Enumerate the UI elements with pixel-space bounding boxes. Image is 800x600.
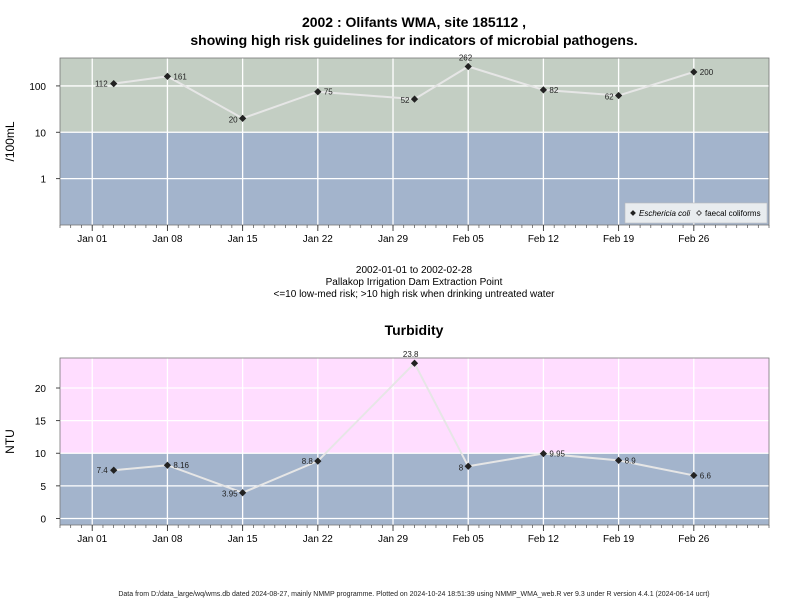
bottom-y-tick-label: 5 <box>40 482 46 493</box>
bottom-data-label: 23.8 <box>403 350 419 359</box>
bottom-low-risk-band <box>60 453 769 525</box>
footer-source-text: Data from D:/data_large/wq/wms.db dated … <box>118 591 709 598</box>
top-chart-title-line1: 2002 : Olifants WMA, site 185112 , <box>302 14 526 30</box>
top-legend-box <box>624 202 768 224</box>
top-y-tick-label: 1 <box>40 175 46 186</box>
top-legend-marker <box>696 210 702 216</box>
bottom-x-tick-label: Jan 01 <box>77 534 107 545</box>
top-x-tick-label: Jan 08 <box>152 234 182 245</box>
top-x-tick-label: Feb 26 <box>678 234 710 245</box>
bottom-data-label: 8.16 <box>173 461 189 470</box>
bottom-y-tick-label: 0 <box>40 514 46 525</box>
bottom-y-tick-label: 20 <box>35 384 47 395</box>
bottom-data-point <box>539 449 548 458</box>
top-data-point <box>614 91 623 100</box>
bottom-data-point <box>410 359 419 367</box>
bottom-data-label: 8 <box>459 463 464 472</box>
bottom-data-point <box>690 471 698 480</box>
top-data-label: 82 <box>549 86 558 95</box>
top-data-point <box>314 88 322 96</box>
top-data-label: 52 <box>401 96 410 105</box>
top-data-point <box>539 86 548 94</box>
top-data-label: 112 <box>95 80 108 89</box>
bottom-x-tick-label: Jan 29 <box>378 534 408 545</box>
top-chart-plot: Jan 01 Jan 08 Jan 15 Jan 22 Jan 29 Feb 05 Feb … <box>3 54 770 245</box>
top-data-label: 75 <box>324 88 333 97</box>
bottom-data-label: 8.9 <box>625 456 637 465</box>
top-data-label: 20 <box>229 115 238 124</box>
bottom-x-tick-label: Feb 05 <box>453 534 485 545</box>
bottom-data-point <box>163 461 172 469</box>
top-data-label: 161 <box>173 72 187 81</box>
top-data-label: 62 <box>605 93 614 102</box>
top-y-tick-label: 100 <box>29 82 46 93</box>
bottom-x-tick-label: Feb 19 <box>603 534 635 545</box>
bottom-data-point <box>614 456 623 465</box>
bottom-chart-title: Turbidity <box>385 322 444 338</box>
top-data-label: 262 <box>459 54 473 63</box>
bottom-data-point <box>110 466 118 474</box>
bottom-x-tick-label: Feb 26 <box>678 534 710 545</box>
bottom-x-tick-label: Jan 22 <box>303 534 333 545</box>
top-legend-label: Eschericia coli <box>639 209 690 218</box>
top-data-point <box>464 62 472 71</box>
top-legend-label: faecal coliforms <box>705 209 761 218</box>
top-x-tick-label: Feb 12 <box>528 234 560 245</box>
top-data-label: 200 <box>700 68 714 77</box>
bottom-data-label: 8.8 <box>302 457 314 466</box>
top-high-risk-band <box>60 58 769 133</box>
top-chart-title-line2: showing high risk guidelines for indicat… <box>190 32 637 48</box>
bottom-data-label: 7.4 <box>97 466 109 475</box>
bottom-y-tick-label: 15 <box>35 417 47 428</box>
bottom-high-risk-band <box>60 358 769 454</box>
bottom-y-axis-label: NTU <box>3 429 17 454</box>
risk-note-text: <=10 low-med risk; >10 high risk when dr… <box>274 289 556 300</box>
bottom-data-point <box>314 457 322 465</box>
top-data-point <box>163 72 172 80</box>
bottom-x-tick-label: Jan 15 <box>228 534 258 545</box>
top-data-point <box>410 95 419 103</box>
top-data-point <box>238 114 247 122</box>
bottom-chart-plot: Jan 01 Jan 08 Jan 15 Jan 22 Jan 29 Feb 05 Feb … <box>3 350 770 545</box>
site-name-text: Pallakop Irrigation Dam Extraction Point <box>326 277 503 288</box>
date-range-text: 2002-01-01 to 2002-02-28 <box>356 265 473 276</box>
top-x-tick-label: Feb 05 <box>453 234 485 245</box>
top-x-tick-label: Jan 15 <box>228 234 258 245</box>
top-x-tick-label: Jan 29 <box>378 234 408 245</box>
bottom-data-point <box>238 489 247 497</box>
top-x-tick-label: Jan 01 <box>77 234 107 245</box>
top-x-tick-label: Jan 22 <box>303 234 333 245</box>
bottom-y-tick-label: 10 <box>35 449 47 460</box>
bottom-data-label: 9.95 <box>549 450 565 459</box>
bottom-data-point <box>464 462 472 470</box>
bottom-data-label: 3.95 <box>222 490 238 499</box>
top-data-point <box>690 68 698 76</box>
top-y-axis-label: /100mL <box>3 121 17 161</box>
top-data-point <box>110 80 118 88</box>
bottom-x-tick-label: Feb 12 <box>528 534 560 545</box>
top-legend-marker <box>630 210 636 216</box>
top-y-tick-label: 10 <box>35 128 47 139</box>
top-x-tick-label: Feb 19 <box>603 234 635 245</box>
bottom-x-tick-label: Jan 08 <box>152 534 182 545</box>
bottom-data-label: 6.6 <box>700 471 712 480</box>
